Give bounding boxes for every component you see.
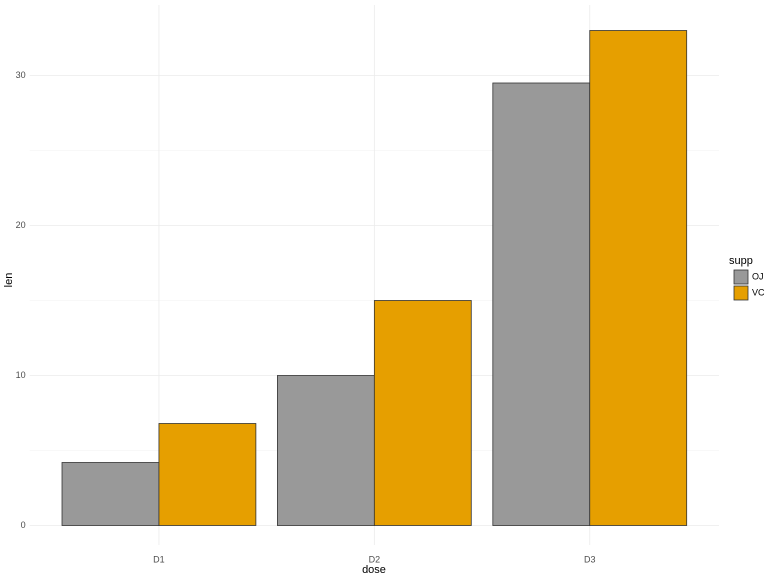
legend-label: VC: [752, 287, 765, 297]
bar: [277, 375, 375, 526]
y-axis-title: len: [3, 273, 15, 288]
x-tick-label: D1: [153, 554, 165, 564]
y-tick-label: 20: [16, 220, 26, 230]
x-tick-label: D2: [369, 554, 381, 564]
y-tick-label: 0: [21, 520, 26, 530]
bar: [61, 462, 160, 526]
y-tick-label: 30: [16, 70, 26, 80]
bar: [158, 423, 257, 526]
legend-title: supp: [729, 255, 753, 267]
legend-key: [733, 285, 749, 301]
bar: [492, 82, 591, 526]
legend-key: [733, 269, 749, 285]
bar: [373, 300, 472, 526]
bar: [589, 30, 688, 526]
x-axis-title: dose: [362, 564, 386, 576]
y-tick-label: 10: [16, 370, 26, 380]
legend-label: OJ: [752, 271, 764, 281]
x-tick-label: D3: [584, 554, 596, 564]
